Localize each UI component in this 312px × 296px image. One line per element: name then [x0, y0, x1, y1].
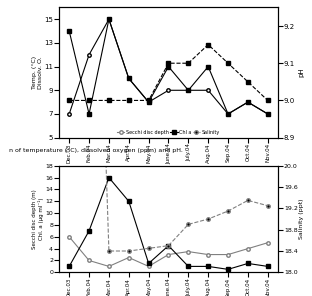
Y-axis label: pH: pH [298, 68, 304, 77]
Legend: Secchi disc depth, Chl a, Salinity: Secchi disc depth, Chl a, Salinity [115, 128, 222, 136]
Y-axis label: Secchi disc depth (m)
Chl. a (μg ml⁻¹): Secchi disc depth (m) Chl. a (μg ml⁻¹) [32, 189, 44, 249]
Salinity [127, 249, 131, 253]
Line: Chl a: Chl a [67, 176, 270, 271]
Chl a [187, 265, 190, 268]
Salinity [187, 223, 190, 226]
Secchi disc depth [246, 247, 250, 250]
Line: Salinity: Salinity [67, 0, 270, 253]
Secchi disc depth [107, 265, 111, 268]
Salinity [107, 249, 111, 253]
Secchi disc depth [67, 235, 71, 239]
Secchi disc depth [226, 253, 230, 256]
Y-axis label: Temp. (°C)
Dissolv. O.: Temp. (°C) Dissolv. O. [32, 56, 43, 89]
Salinity [147, 247, 150, 250]
Chl a [87, 229, 91, 233]
Y-axis label: Salinity (ppt): Salinity (ppt) [299, 199, 304, 239]
Salinity [266, 204, 270, 207]
Chl a [127, 200, 131, 203]
Secchi disc depth [187, 250, 190, 253]
Chl a [266, 265, 270, 268]
Secchi disc depth [127, 256, 131, 259]
Salinity [206, 217, 210, 221]
Chl a [226, 268, 230, 271]
Secchi disc depth [167, 253, 170, 256]
Salinity [226, 209, 230, 213]
Secchi disc depth [206, 253, 210, 256]
Chl a [206, 265, 210, 268]
Chl a [167, 244, 170, 247]
Text: n of temperature (°C), dissolved oxygen (ppm) and pH.: n of temperature (°C), dissolved oxygen … [9, 148, 183, 153]
Chl a [147, 262, 150, 265]
Salinity [167, 244, 170, 247]
Secchi disc depth [147, 265, 150, 268]
Salinity [246, 199, 250, 202]
Chl a [67, 265, 71, 268]
Secchi disc depth [266, 241, 270, 244]
Chl a [107, 176, 111, 179]
Secchi disc depth [87, 259, 91, 262]
Chl a [246, 262, 250, 265]
Line: Secchi disc depth: Secchi disc depth [67, 235, 270, 268]
